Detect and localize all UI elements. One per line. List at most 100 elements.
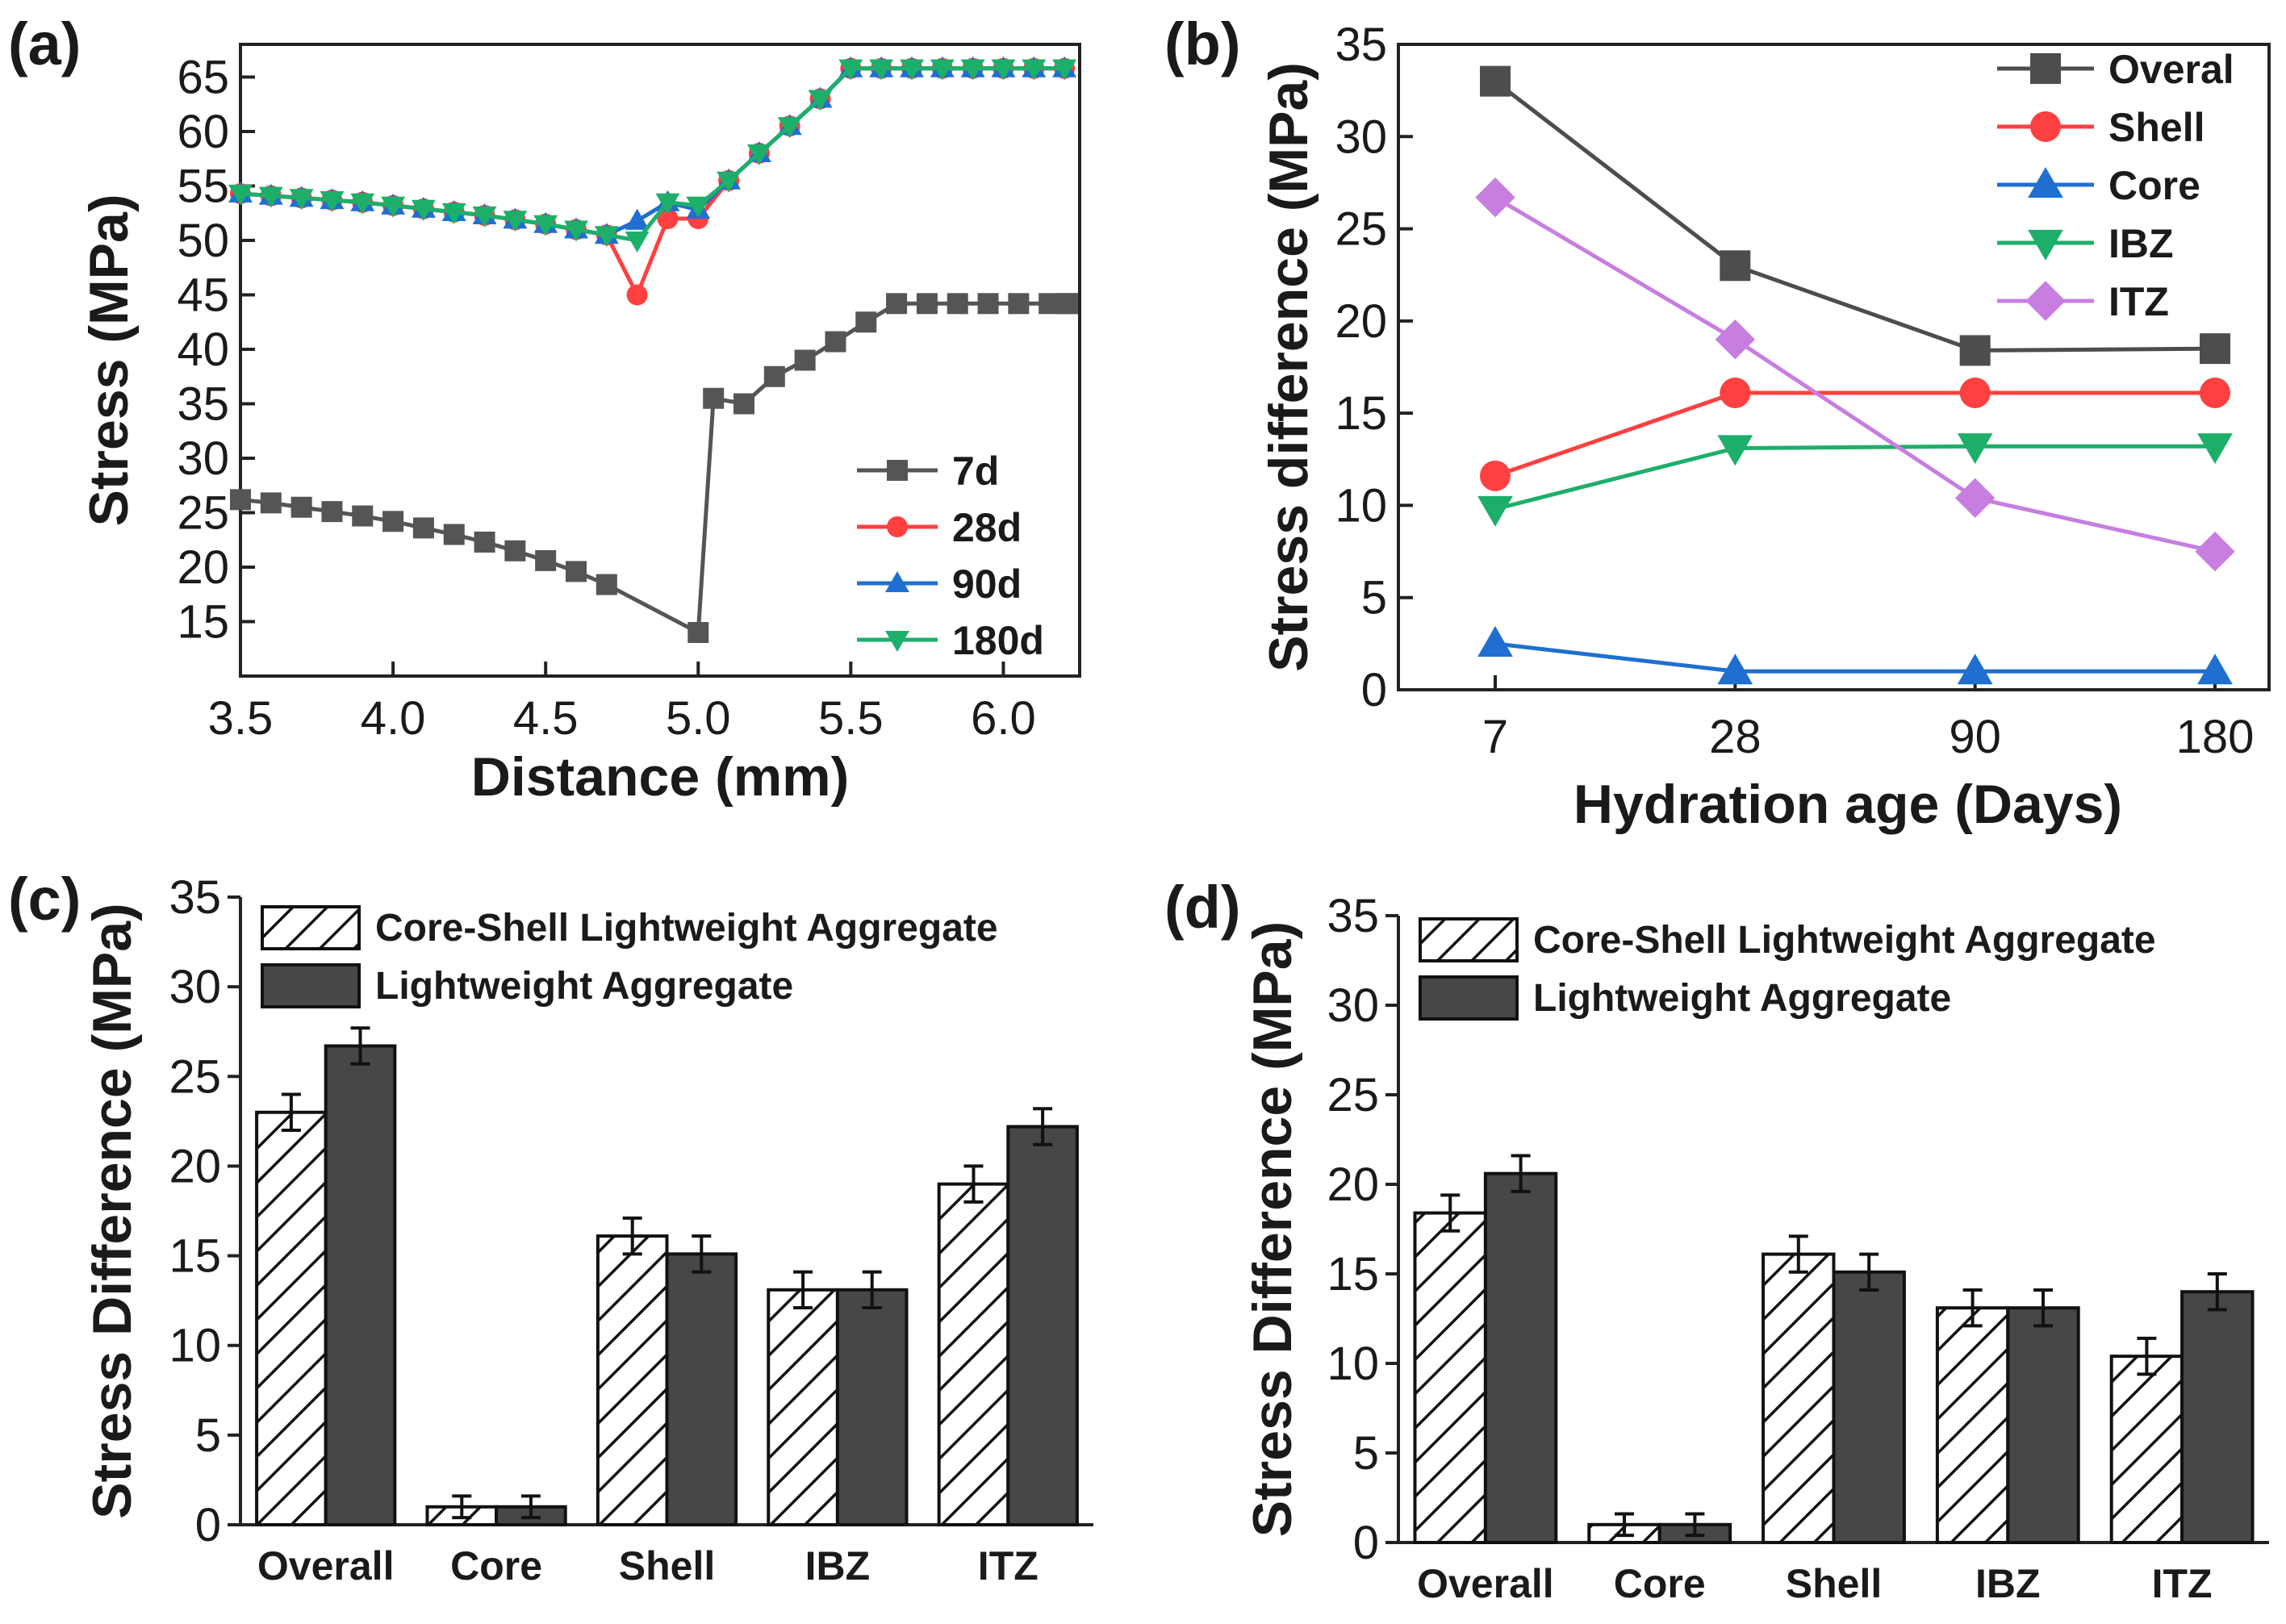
marker-IBZ — [1717, 435, 1753, 466]
y-tick-label-c: 20 — [169, 1140, 221, 1192]
marker-7d — [290, 496, 312, 518]
marker-180d — [381, 196, 406, 218]
marker-28d — [626, 284, 648, 306]
plot-frame-b — [1397, 43, 2271, 691]
legend-marker-180d — [885, 630, 909, 652]
marker-7d — [886, 293, 908, 315]
bar-d — [1413, 1211, 1487, 1545]
marker-180d — [289, 189, 314, 211]
category-label-c: IBZ — [805, 1543, 871, 1589]
x-axis-title-b: Hydration age (Days) — [1573, 774, 2122, 835]
legend-swatch-d — [1419, 917, 1519, 962]
y-tick-label-d: 30 — [1327, 979, 1379, 1032]
y-tick-label-d: 10 — [1327, 1338, 1379, 1390]
marker-180d — [808, 90, 833, 111]
category-label-c: Shell — [619, 1543, 715, 1589]
y-tick-label-b: 35 — [1335, 19, 1387, 71]
y-tick-label-b: 10 — [1335, 479, 1387, 532]
legend-swatch-c — [261, 963, 361, 1008]
legend-marker-7d — [887, 460, 908, 481]
bar-c — [324, 1044, 397, 1527]
marker-Overal — [2200, 333, 2230, 365]
legend-label-Core: Core — [2108, 163, 2200, 208]
bar-d — [1935, 1306, 2010, 1545]
legend-label-d: Lightweight Aggregate — [1533, 977, 1951, 1020]
bar-d — [1762, 1252, 1836, 1544]
marker-7d — [916, 293, 938, 315]
y-tick-label-a: 55 — [177, 161, 229, 213]
marker-Core — [1477, 626, 1513, 658]
y-tick-label-b: 30 — [1335, 111, 1387, 163]
marker-7d — [687, 622, 709, 643]
y-tick-label-a: 65 — [177, 52, 229, 104]
bar-c — [596, 1234, 669, 1526]
series-line-Overal — [1494, 79, 2216, 353]
marker-180d — [564, 220, 588, 242]
category-label-c: ITZ — [978, 1543, 1039, 1589]
y-tick-label-d: 25 — [1327, 1069, 1379, 1121]
y-tick-label-c: 30 — [169, 961, 221, 1013]
bar-c — [1006, 1125, 1079, 1527]
marker-7d — [230, 489, 251, 511]
marker-Shell — [1480, 460, 1511, 491]
y-tick-label-b: 20 — [1335, 295, 1387, 348]
marker-7d — [1039, 293, 1060, 315]
marker-7d — [321, 501, 343, 523]
bar-c — [937, 1182, 1010, 1526]
marker-7d — [703, 387, 725, 409]
panel-c-label: (c) — [8, 866, 81, 933]
category-label-d: IBZ — [1975, 1561, 2041, 1606]
marker-7d — [855, 311, 877, 333]
marker-180d — [350, 193, 375, 215]
marker-180d — [746, 144, 771, 165]
y-tick-label-b: 25 — [1335, 203, 1387, 256]
y-tick-label-d: 20 — [1327, 1159, 1379, 1211]
marker-180d — [228, 184, 253, 206]
marker-180d — [258, 186, 283, 208]
x-tick-label-a: 3.5 — [208, 692, 274, 745]
marker-Core — [2197, 653, 2233, 685]
marker-180d — [838, 59, 863, 81]
series-line-IBZ — [1494, 444, 2215, 511]
marker-180d — [320, 191, 345, 212]
x-tick-label-a: 5.0 — [666, 692, 731, 745]
series-line-Shell — [1494, 390, 2215, 478]
y-tick-label-c: 25 — [169, 1050, 221, 1103]
x-tick-label-b: 90 — [1949, 711, 2001, 763]
y-tick-label-c: 35 — [169, 871, 221, 924]
legend-label-7d: 7d — [952, 449, 999, 494]
legend-marker-Core — [2028, 167, 2063, 198]
category-label-d: Core — [1614, 1561, 1706, 1606]
y-tick-label-c: 15 — [169, 1230, 221, 1283]
x-tick-label-a: 4.5 — [513, 692, 579, 745]
x-tick-label-a: 4.0 — [361, 692, 426, 745]
marker-Overal — [1720, 250, 1751, 282]
y-tick-label-b: 15 — [1335, 387, 1387, 440]
marker-7d — [352, 505, 374, 527]
marker-180d — [717, 171, 742, 193]
bar-d — [2109, 1355, 2184, 1544]
y-tick-label-a: 15 — [177, 596, 229, 649]
legend-marker-28d — [887, 516, 908, 537]
bar-c — [767, 1288, 839, 1526]
marker-7d — [977, 293, 999, 315]
marker-7d — [596, 574, 617, 595]
panel-b-label: (b) — [1164, 10, 1241, 77]
marker-ITZ — [1715, 319, 1756, 360]
legend-marker-ITZ — [2025, 281, 2066, 321]
panel-d-label: (d) — [1164, 874, 1241, 941]
y-tick-label-c: 10 — [169, 1320, 221, 1372]
y-tick-label-d: 5 — [1353, 1427, 1379, 1480]
marker-180d — [991, 59, 1016, 81]
legend-swatch-d — [1419, 975, 1519, 1021]
marker-Overal — [1959, 335, 1991, 366]
marker-7d — [1056, 293, 1078, 315]
category-label-d: Overall — [1417, 1561, 1554, 1606]
x-tick-label-b: 28 — [1709, 711, 1762, 763]
legend-label-28d: 28d — [952, 505, 1022, 550]
marker-7d — [535, 549, 557, 571]
y-tick-label-b: 5 — [1361, 572, 1387, 624]
legend-marker-Shell — [2030, 111, 2061, 142]
x-axis-title-a: Distance (mm) — [471, 746, 850, 808]
